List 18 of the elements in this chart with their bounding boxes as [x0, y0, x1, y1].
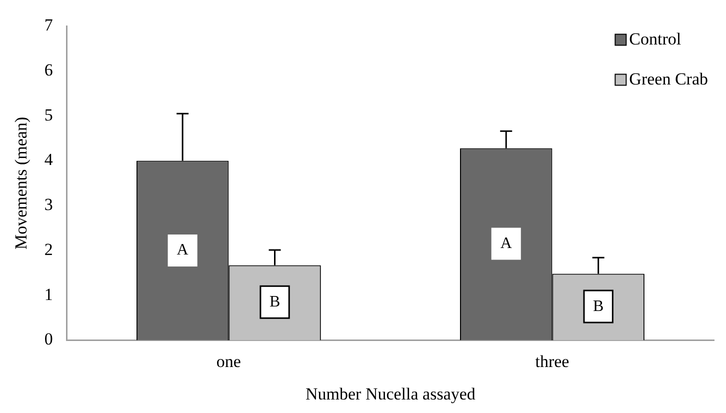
x-tick-label: one — [216, 352, 241, 371]
annotation: A — [176, 242, 189, 259]
annotation: B — [592, 298, 604, 315]
y-tick-label: 3 — [44, 195, 53, 214]
annotation: B — [269, 293, 280, 310]
legend-label: Green Crab — [629, 70, 708, 89]
y-axis-title: Movements (mean) — [12, 116, 31, 250]
y-tick-label: 1 — [44, 284, 53, 304]
legend-label: Control — [629, 30, 682, 49]
y-tick-label: 2 — [44, 240, 53, 259]
x-tick-label: three — [535, 352, 570, 371]
x-axis-title: Number Nucella assayed — [305, 384, 476, 404]
y-tick-label: 0 — [44, 330, 53, 349]
y-tick-label: 4 — [44, 150, 54, 170]
y-tick-label: 6 — [44, 60, 53, 80]
y-tick-label: 5 — [44, 105, 53, 124]
annotation: A — [500, 234, 512, 252]
y-tick-label: 7 — [44, 16, 54, 35]
